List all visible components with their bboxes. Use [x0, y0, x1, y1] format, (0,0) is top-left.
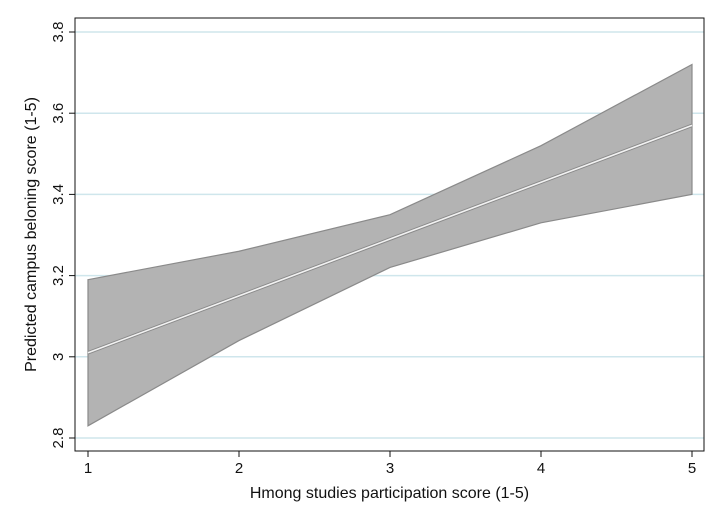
x-axis-title: Hmong studies participation score (1-5) [250, 485, 529, 502]
y-tick-label: 2.8 [50, 428, 67, 449]
x-tick-label: 3 [386, 460, 394, 477]
series-line [87, 124, 693, 354]
y-ticks: 2.8 3 3.2 3.4 3.6 3.8 [50, 22, 75, 449]
x-tick-label: 5 [688, 460, 696, 477]
x-tick-label: 1 [84, 460, 92, 477]
y-tick-label: 3.6 [50, 103, 67, 124]
y-tick-label: 3.2 [50, 265, 67, 286]
y-tick-label: 3 [50, 353, 67, 361]
confidence-band [87, 63, 693, 427]
x-tick-label: 2 [235, 460, 243, 477]
y-axis-title: Predicted campus beloning score (1-5) [23, 97, 40, 372]
y-tick-label: 3.8 [50, 22, 67, 43]
x-tick-label: 4 [537, 460, 545, 477]
y-tick-label: 3.4 [50, 184, 67, 205]
confidence-band-layer [87, 63, 693, 427]
line-layer [87, 123, 693, 355]
x-ticks: 1 2 3 4 5 [84, 451, 696, 477]
